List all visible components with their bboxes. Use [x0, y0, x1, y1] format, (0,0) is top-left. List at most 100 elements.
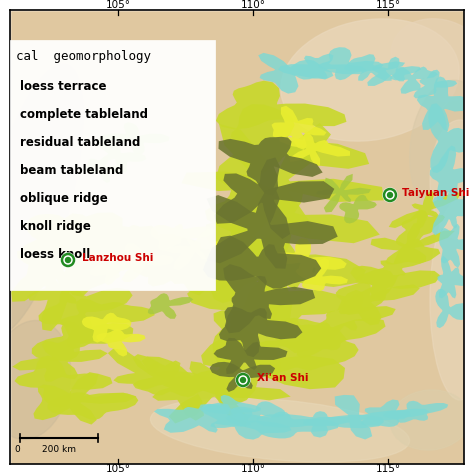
Polygon shape [371, 223, 455, 264]
Ellipse shape [0, 64, 83, 336]
Polygon shape [316, 174, 371, 212]
Polygon shape [11, 228, 109, 302]
Polygon shape [272, 106, 327, 150]
Polygon shape [163, 361, 291, 427]
Polygon shape [97, 137, 146, 171]
Polygon shape [60, 299, 155, 349]
Polygon shape [298, 290, 396, 349]
Polygon shape [85, 156, 128, 183]
Polygon shape [278, 54, 368, 80]
Polygon shape [132, 354, 218, 397]
Ellipse shape [410, 80, 474, 220]
Polygon shape [279, 133, 350, 166]
Polygon shape [34, 372, 137, 425]
Circle shape [388, 192, 392, 198]
Polygon shape [339, 195, 377, 224]
Polygon shape [319, 47, 383, 80]
Polygon shape [82, 313, 131, 343]
Polygon shape [219, 137, 323, 196]
Polygon shape [47, 392, 138, 420]
Text: 0: 0 [14, 445, 20, 454]
Polygon shape [158, 239, 278, 303]
Polygon shape [231, 401, 285, 423]
Text: cal  geomorphology: cal geomorphology [16, 50, 151, 63]
Polygon shape [361, 400, 429, 427]
Polygon shape [389, 190, 461, 230]
Polygon shape [14, 356, 112, 407]
Circle shape [240, 377, 246, 383]
Polygon shape [417, 76, 472, 131]
Polygon shape [268, 238, 347, 278]
Polygon shape [18, 219, 138, 272]
Polygon shape [438, 256, 468, 299]
Text: 200 km: 200 km [42, 445, 76, 454]
Polygon shape [396, 210, 445, 248]
Polygon shape [342, 266, 441, 315]
Polygon shape [223, 264, 315, 333]
Text: loess terrace: loess terrace [20, 80, 107, 93]
Polygon shape [27, 259, 112, 331]
Polygon shape [216, 81, 346, 129]
Polygon shape [203, 236, 321, 289]
Polygon shape [90, 258, 139, 285]
Polygon shape [435, 289, 470, 328]
Polygon shape [413, 70, 457, 98]
Polygon shape [210, 362, 275, 392]
Polygon shape [205, 179, 380, 290]
Polygon shape [212, 326, 345, 405]
Circle shape [61, 253, 75, 267]
Polygon shape [62, 213, 159, 297]
Polygon shape [303, 395, 411, 439]
Text: Taiyuan Shi: Taiyuan Shi [402, 188, 469, 198]
Polygon shape [26, 212, 123, 288]
Bar [464, 0, 474, 474]
Polygon shape [207, 188, 337, 269]
Polygon shape [367, 57, 421, 86]
Ellipse shape [430, 200, 474, 400]
Circle shape [383, 188, 397, 202]
Polygon shape [142, 356, 250, 421]
Ellipse shape [391, 18, 474, 101]
Polygon shape [182, 123, 384, 241]
Text: 110°: 110° [240, 0, 265, 10]
Text: 115°: 115° [375, 464, 401, 474]
Text: 105°: 105° [106, 0, 130, 10]
Polygon shape [390, 66, 438, 94]
Polygon shape [226, 411, 339, 438]
Ellipse shape [390, 390, 470, 450]
Polygon shape [144, 236, 260, 295]
Polygon shape [121, 244, 173, 282]
Text: Xi'an Shi: Xi'an Shi [257, 373, 309, 383]
Text: 110°: 110° [240, 464, 265, 474]
Text: loess knoll: loess knoll [20, 248, 90, 261]
Ellipse shape [430, 120, 474, 240]
Polygon shape [295, 258, 348, 291]
Polygon shape [106, 234, 215, 276]
Text: Lanzhou Shi: Lanzhou Shi [82, 253, 154, 263]
Polygon shape [100, 122, 170, 155]
Polygon shape [258, 53, 333, 94]
Text: complete tableland: complete tableland [20, 108, 148, 121]
Polygon shape [201, 395, 261, 420]
Polygon shape [165, 228, 227, 270]
Polygon shape [199, 404, 292, 439]
Polygon shape [83, 225, 177, 278]
Bar [0, 0, 474, 10]
Polygon shape [219, 307, 302, 357]
Text: residual tableland: residual tableland [20, 136, 140, 149]
Polygon shape [148, 293, 193, 319]
Ellipse shape [0, 320, 71, 439]
Circle shape [236, 373, 250, 387]
Polygon shape [150, 224, 215, 250]
Polygon shape [96, 329, 146, 356]
Polygon shape [32, 321, 133, 361]
Polygon shape [276, 318, 385, 358]
Ellipse shape [150, 398, 410, 462]
Polygon shape [256, 411, 384, 438]
Text: knoll ridge: knoll ridge [20, 220, 91, 233]
Polygon shape [439, 224, 474, 268]
Polygon shape [216, 104, 369, 185]
Text: beam tableland: beam tableland [20, 164, 123, 177]
Polygon shape [214, 338, 287, 374]
Text: oblique ridge: oblique ridge [20, 192, 108, 205]
